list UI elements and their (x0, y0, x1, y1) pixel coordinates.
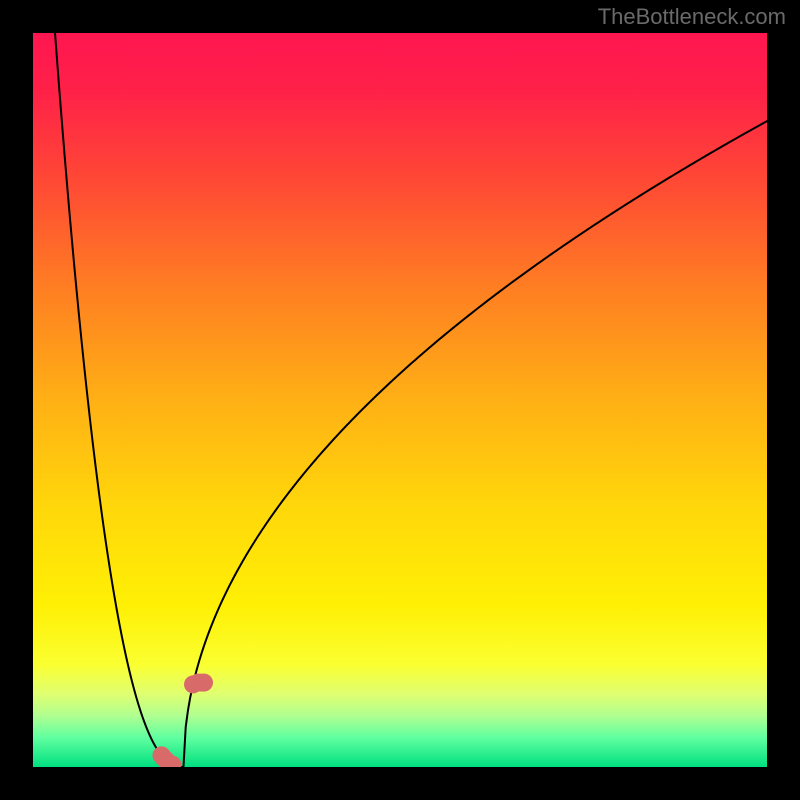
plot-area (33, 33, 767, 767)
watermark-text: TheBottleneck.com (598, 4, 786, 30)
chart-container: TheBottleneck.com (0, 0, 800, 800)
marker-dot (195, 674, 213, 692)
gradient-background (33, 33, 767, 767)
